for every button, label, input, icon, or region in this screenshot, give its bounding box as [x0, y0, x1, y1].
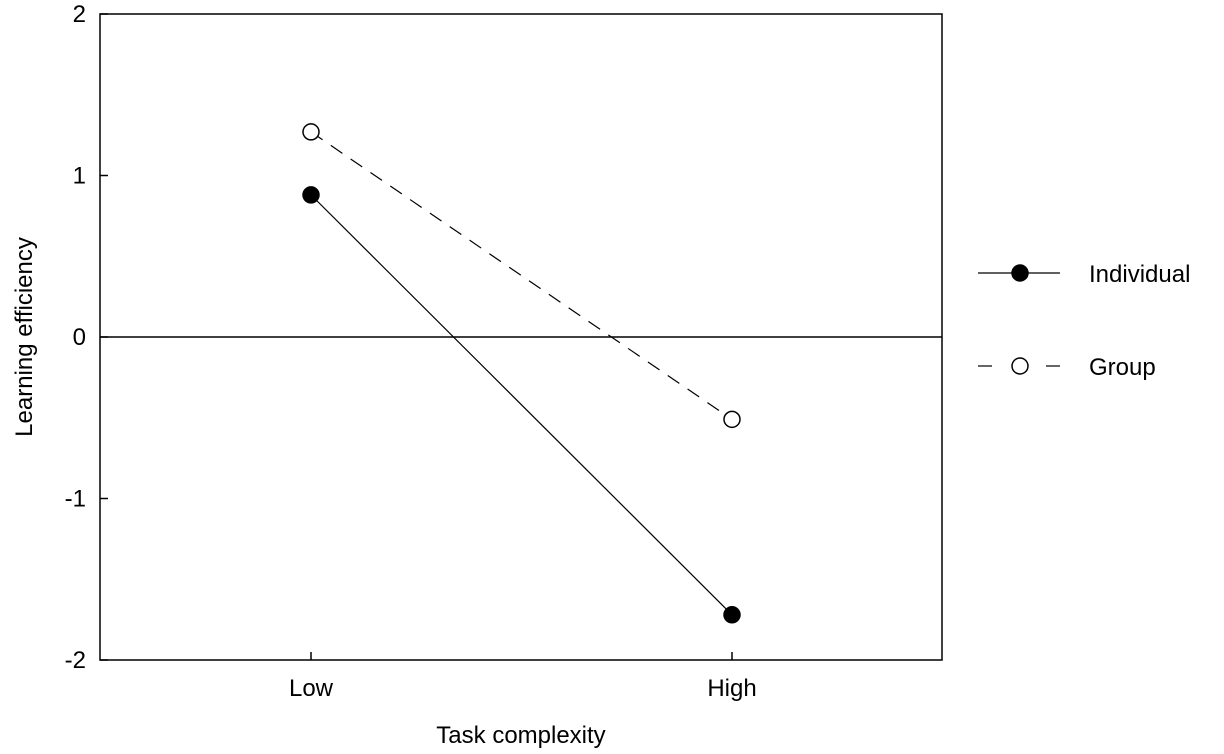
y-axis-label: Learning efficiency — [11, 237, 38, 437]
legend-label-group: Group — [1089, 354, 1156, 381]
x-tick-label-high: High — [707, 675, 756, 702]
data-point-group-high — [723, 410, 741, 429]
legend-marker-group — [1011, 357, 1029, 375]
x-tick-label-low: Low — [289, 675, 334, 702]
x-axis-ticks: Low High — [289, 652, 757, 702]
data-point-group-low — [302, 123, 320, 141]
data-point-individual-high — [723, 606, 741, 624]
data-point-individual-low — [302, 186, 320, 204]
legend-label-individual: Individual — [1089, 261, 1190, 288]
y-tick-label: 2 — [73, 1, 86, 28]
series-line-individual — [310, 194, 733, 616]
series-line-group — [310, 131, 733, 420]
series-layer — [302, 123, 741, 624]
y-tick-label: 0 — [73, 324, 86, 351]
y-tick-label: -2 — [65, 647, 86, 674]
y-axis-ticks: 2 1 0 -1 -2 — [65, 1, 108, 674]
legend: Individual Group — [978, 261, 1190, 381]
legend-marker-individual — [1011, 264, 1029, 282]
y-tick-label: 1 — [73, 163, 86, 190]
x-axis-label: Task complexity — [436, 722, 605, 749]
y-tick-label: -1 — [65, 486, 86, 513]
